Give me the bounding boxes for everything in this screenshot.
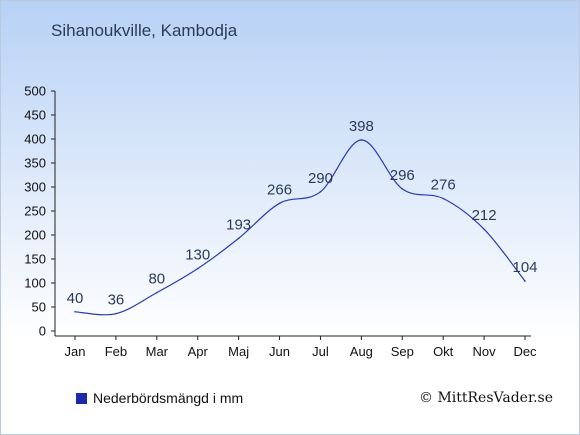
data-label: 398 [349, 118, 374, 135]
data-label: 80 [148, 271, 165, 288]
series-line-precipitation [74, 139, 526, 316]
legend-label: Nederbördsmängd i mm [93, 390, 244, 406]
data-point [196, 267, 199, 270]
x-tick-label: Feb [105, 344, 127, 359]
x-tick-label: Apr [188, 344, 209, 359]
data-point [524, 280, 526, 282]
data-label: 40 [67, 290, 84, 307]
data-point [401, 188, 404, 190]
data-label: 212 [472, 207, 497, 224]
data-label: 296 [390, 167, 415, 184]
x-tick-label: Jan [65, 344, 86, 359]
data-label: 276 [431, 177, 456, 194]
data-label: 266 [267, 181, 292, 198]
x-tick-label: Mar [146, 344, 169, 359]
y-tick-label: 100 [24, 276, 46, 291]
data-label: 104 [512, 259, 537, 276]
y-tick-label: 150 [24, 252, 46, 267]
data-label: 36 [108, 292, 125, 309]
data-point [360, 139, 363, 141]
x-tick-label: Dec [513, 344, 537, 359]
data-label: 130 [185, 247, 210, 264]
x-tick-label: Maj [228, 344, 249, 359]
data-point [442, 197, 444, 200]
x-tick-label: Nov [473, 344, 497, 359]
data-point [278, 202, 281, 205]
data-point [74, 311, 76, 313]
x-tick-label: Aug [350, 344, 373, 359]
x-tick-label: Jun [269, 344, 290, 359]
x-tick-label: Sep [391, 344, 414, 359]
y-tick-label: 200 [24, 228, 46, 243]
data-point [115, 312, 117, 315]
data-label: 290 [308, 170, 333, 187]
y-tick-label: 0 [39, 324, 46, 339]
chart-title: Sihanoukville, Kambodja [51, 21, 238, 40]
x-tick-label: Okt [433, 344, 454, 359]
data-point [156, 291, 158, 294]
y-tick-label: 300 [24, 180, 46, 195]
data-point [319, 191, 322, 193]
legend-swatch [76, 392, 87, 404]
y-tick-label: 450 [24, 108, 46, 123]
copyright-text: © MittResVader.se [419, 390, 554, 406]
legend: Nederbördsmängd i mm [76, 390, 243, 406]
x-tick-label: Jul [312, 344, 329, 359]
y-tick-label: 350 [24, 156, 46, 171]
data-point [237, 237, 240, 240]
y-tick-label: 400 [24, 132, 46, 147]
data-label: 193 [226, 216, 251, 233]
y-tick-label: 50 [32, 300, 46, 315]
data-point [483, 228, 485, 231]
y-tick-label: 250 [24, 204, 46, 219]
y-tick-label: 500 [24, 84, 46, 99]
